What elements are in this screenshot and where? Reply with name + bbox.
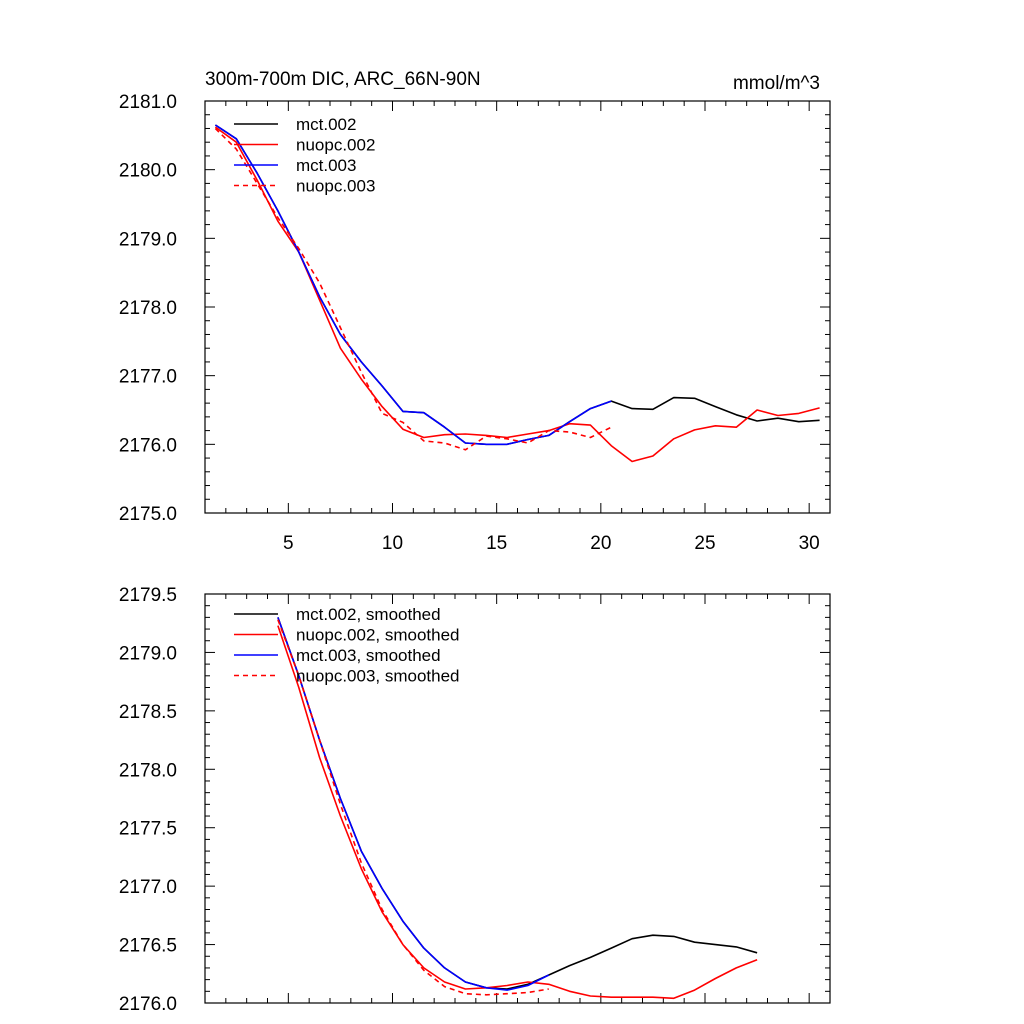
y-tick-label: 2181.0 [119, 92, 177, 113]
legend-label-0: mct.002 [296, 115, 356, 134]
x-tick-label: 15 [486, 533, 507, 554]
y-tick-label: 2177.0 [119, 877, 177, 898]
y-tick-label: 2179.5 [119, 585, 177, 606]
x-tick-label: 30 [799, 533, 820, 554]
legend-label-3: nuopc.003 [296, 177, 375, 196]
bottom-panel: 2176.0 2176.5 2177.0 2177.5 2178.0 2178.5 2179… [119, 585, 831, 1015]
x-tick-label: 20 [590, 533, 611, 554]
series-line-3 [277, 619, 549, 996]
legend-label-1: nuopc.002, smoothed [296, 626, 460, 645]
y-tick-label: 2177.0 [119, 367, 177, 388]
y-tick-label: 2178.5 [119, 702, 177, 723]
y-tick-label: 2179.0 [119, 229, 177, 250]
top-panel: 5 10 15 20 25 30 2175.0 2176.0 2177.0 2178.0 2179.… [119, 69, 831, 554]
series-line-3 [214, 127, 612, 451]
x-tick-label: 10 [382, 533, 403, 554]
units-label: mmol/m^3 [733, 73, 820, 94]
series-line-2 [214, 124, 612, 446]
chart-title: 300m-700m DIC, ARC_66N-90N [205, 69, 481, 90]
y-tick-label: 2180.0 [119, 161, 177, 182]
y-tick-label: 2176.0 [119, 435, 177, 456]
x-tick-label: 5 [283, 533, 294, 554]
y-tick-label: 2176.0 [119, 994, 177, 1015]
legend-label-1: nuopc.002 [296, 136, 375, 155]
legend-label-0: mct.002, smoothed [296, 605, 441, 624]
y-tick-label: 2178.0 [119, 298, 177, 319]
y-tick-label: 2176.5 [119, 936, 177, 957]
series-line-1 [214, 126, 820, 463]
x-tick-label: 25 [694, 533, 715, 554]
y-tick-label: 2178.0 [119, 760, 177, 781]
y-tick-label: 2175.0 [119, 504, 177, 525]
legend-label-2: mct.003 [296, 156, 356, 175]
y-tick-label: 2179.0 [119, 643, 177, 664]
y-tick-label: 2177.5 [119, 819, 177, 840]
legend-label-2: mct.003, smoothed [296, 646, 441, 665]
legend-label-3: nuopc.003, smoothed [296, 667, 460, 686]
series-line-1 [277, 625, 758, 1000]
